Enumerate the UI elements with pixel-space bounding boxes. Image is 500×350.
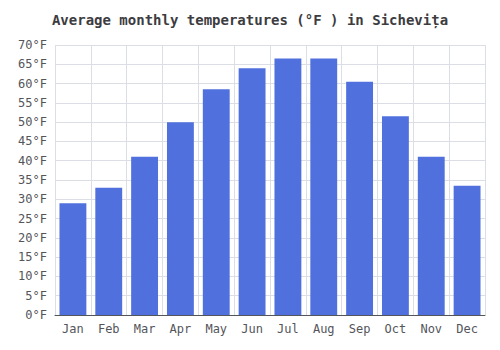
- svg-text:25°F: 25°F: [18, 212, 47, 226]
- svg-text:65°F: 65°F: [18, 57, 47, 71]
- svg-text:35°F: 35°F: [18, 173, 47, 187]
- svg-text:40°F: 40°F: [18, 154, 47, 168]
- svg-text:55°F: 55°F: [18, 96, 47, 110]
- svg-text:May: May: [205, 322, 227, 336]
- svg-text:Average monthly temperatures (: Average monthly temperatures (°F ) in Si…: [52, 12, 448, 29]
- svg-text:Aug: Aug: [313, 322, 335, 336]
- svg-text:Sep: Sep: [349, 322, 371, 336]
- svg-text:70°F: 70°F: [18, 38, 47, 52]
- svg-text:Dec: Dec: [456, 322, 478, 336]
- svg-text:15°F: 15°F: [18, 250, 47, 264]
- svg-text:Apr: Apr: [170, 322, 192, 336]
- svg-text:30°F: 30°F: [18, 192, 47, 206]
- svg-text:Oct: Oct: [385, 322, 407, 336]
- svg-text:Nov: Nov: [420, 322, 442, 336]
- svg-text:20°F: 20°F: [18, 231, 47, 245]
- svg-text:Mar: Mar: [134, 322, 156, 336]
- svg-text:60°F: 60°F: [18, 77, 47, 91]
- svg-text:5°F: 5°F: [25, 289, 47, 303]
- svg-text:Jan: Jan: [62, 322, 84, 336]
- svg-text:Feb: Feb: [98, 322, 120, 336]
- svg-text:10°F: 10°F: [18, 269, 47, 283]
- svg-text:Jul: Jul: [277, 322, 299, 336]
- svg-text:Jun: Jun: [241, 322, 263, 336]
- svg-text:0°F: 0°F: [25, 308, 47, 322]
- svg-text:45°F: 45°F: [18, 134, 47, 148]
- svg-text:50°F: 50°F: [18, 115, 47, 129]
